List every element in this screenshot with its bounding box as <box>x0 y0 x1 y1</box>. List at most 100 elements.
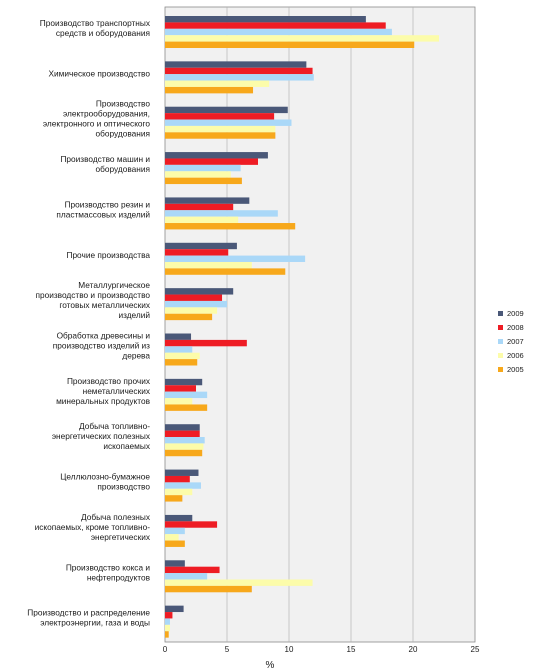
bar-2006-1 <box>165 35 440 42</box>
category-label-line: средств и оборудования <box>56 28 150 38</box>
bar-2008-12 <box>165 521 218 528</box>
bar-2007-1 <box>165 28 392 36</box>
category-label: Химическое производство <box>49 68 151 78</box>
bar-2005-9 <box>165 404 208 411</box>
bar-2009-14 <box>165 605 184 613</box>
category-labels: Производство транспортных средств и обору… <box>27 18 151 628</box>
category-label-line: Металлургическое <box>78 280 150 290</box>
category-label-line: Производство резин и <box>65 199 151 209</box>
legend-label-2006: 2006 <box>507 351 524 360</box>
x-tick-label: 5 <box>225 645 230 654</box>
bar-2009-5 <box>165 197 250 204</box>
plot-area <box>164 6 476 643</box>
bar-2006-5 <box>165 216 239 224</box>
bar-2005-13 <box>165 585 252 593</box>
bar-2006-2 <box>165 80 270 87</box>
category-label-line: Производство <box>96 99 150 109</box>
category-label-line: производство <box>97 482 150 492</box>
category-label-line: энергетических <box>91 532 151 542</box>
category-label-line: Добыча топливно- <box>79 421 150 431</box>
category-label-line: оборудования <box>96 164 150 174</box>
category-label: Производство электрооборудования, электрон… <box>43 99 151 139</box>
bar-2006-4 <box>165 171 231 178</box>
category-label-line: минеральных продуктов <box>56 396 150 406</box>
category-label: Прочие производства <box>66 250 150 260</box>
x-tick-label: 0 <box>163 645 168 654</box>
bar-2006-11 <box>165 488 193 496</box>
legend-swatch-2005 <box>498 367 503 372</box>
category-label-line: Добыча полезных <box>81 512 151 522</box>
bar-2007-6 <box>165 255 306 262</box>
bar-2007-9 <box>165 391 208 399</box>
legend-swatch-2008 <box>498 325 503 330</box>
x-tick-label: 10 <box>285 645 294 654</box>
bar-2007-13 <box>165 573 208 580</box>
bar-2005-2 <box>165 86 254 94</box>
bar-2006-13 <box>165 579 313 586</box>
category-label-line: Производство и распределение <box>27 608 150 618</box>
category-label: Добыча топливно-энергетических полезных и… <box>52 421 151 451</box>
bar-2008-9 <box>165 385 196 392</box>
category-label-line: дерева <box>122 351 150 361</box>
bar-2005-1 <box>165 41 415 48</box>
category-label: Обработка древесины и производство издели… <box>53 331 151 361</box>
category-label-line: электрооборудования, <box>63 109 150 119</box>
bar-2005-8 <box>165 359 198 366</box>
bar-2005-10 <box>165 449 203 457</box>
category-label: Производство и распределение электроэнерг… <box>27 608 150 628</box>
bar-2008-4 <box>165 158 258 165</box>
bar-2009-12 <box>165 514 193 522</box>
category-label-line: неметаллических <box>83 386 151 396</box>
bar-2009-3 <box>165 106 288 114</box>
category-label-line: пластмассовых изделий <box>56 209 150 219</box>
gridlines <box>226 7 414 642</box>
bar-2005-7 <box>165 313 213 321</box>
bar-2006-12 <box>165 534 179 541</box>
bar-2005-11 <box>165 495 183 502</box>
bar-2007-3 <box>165 119 292 126</box>
bar-2007-7 <box>165 300 227 308</box>
bar-2005-12 <box>165 540 185 547</box>
bar-2008-1 <box>165 22 386 29</box>
bar-2009-6 <box>165 242 237 250</box>
legend-swatch-2009 <box>498 311 503 316</box>
legend-swatch-2007 <box>498 339 503 344</box>
bar-2009-8 <box>165 333 192 340</box>
x-tick-label: 25 <box>471 645 480 654</box>
bar-2006-3 <box>165 125 276 133</box>
category-label-line: энергетических полезных <box>52 431 151 441</box>
category-label: Производство резин и пластмассовых издели… <box>56 199 150 219</box>
category-label-line: оборудования <box>96 129 150 139</box>
x-axis-title: % <box>266 660 275 671</box>
bar-2007-4 <box>165 164 241 172</box>
bar-2008-5 <box>165 203 234 211</box>
bar-2006-7 <box>165 307 218 314</box>
legend-label-2005: 2005 <box>507 365 524 374</box>
bar-2009-1 <box>165 16 366 23</box>
bar-2008-7 <box>165 294 223 301</box>
bar-2007-2 <box>165 74 314 81</box>
category-label: Целлюлозно-бумажное производство <box>60 472 150 492</box>
category-label: Производство кокса и нефтепродуктов <box>66 562 151 582</box>
category-label-line: изделий <box>118 310 150 320</box>
bar-2008-13 <box>165 566 220 574</box>
bar-2006-8 <box>165 352 200 360</box>
bar-2005-3 <box>165 132 276 139</box>
bar-2006-14 <box>165 624 170 632</box>
category-label-line: электронного и оптического <box>43 119 151 129</box>
bar-2006-9 <box>165 398 193 405</box>
category-label-line: Производство прочих <box>67 376 151 386</box>
category-label-line: Прочие производства <box>66 250 150 260</box>
bar-2009-10 <box>165 424 200 431</box>
category-label: Производство прочих неметаллических минера… <box>56 376 151 406</box>
category-label-line: Производство кокса и <box>66 562 151 572</box>
bar-2005-4 <box>165 177 242 185</box>
bar-2007-14 <box>165 618 170 625</box>
category-label-line: ископаемых, кроме топливно- <box>35 522 151 532</box>
bar-2007-8 <box>165 346 193 353</box>
bar-2007-12 <box>165 527 185 535</box>
category-label-line: готовых металлических <box>59 300 150 310</box>
bar-2009-2 <box>165 61 307 68</box>
legend-label-2007: 2007 <box>507 337 524 346</box>
category-label: Производство транспортных средств и обору… <box>40 18 151 38</box>
